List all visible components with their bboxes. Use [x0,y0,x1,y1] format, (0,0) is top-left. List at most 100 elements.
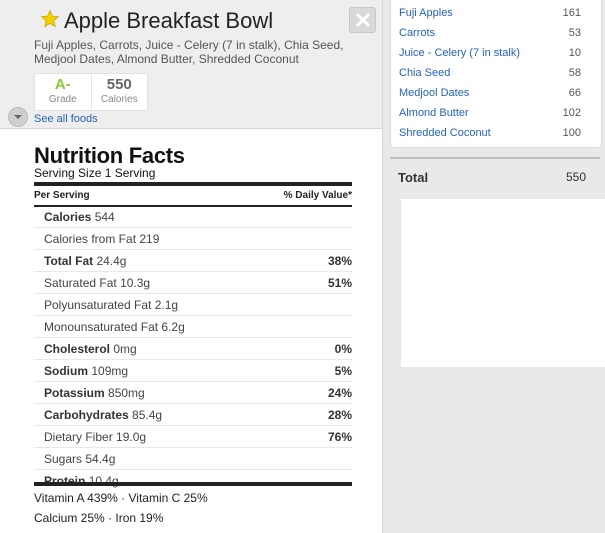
nutrient-amount: 85.4g [132,408,163,422]
ingredient-link[interactable]: Shredded Coconut [399,127,491,139]
nutrient-label: Polyunsaturated Fat 2.1g [44,298,178,312]
serving-size: Serving Size 1 Serving [34,166,156,180]
ingredient-calories: 58 [568,67,581,79]
score-badges: A- Grade 550 Calories [34,73,148,111]
nutrient-amount: 850mg [108,386,145,400]
nutrient-name: Carbohydrates [44,408,129,422]
nutrient-label: Sugars 54.4g [44,452,115,466]
nutrient-name: Total Fat [44,254,94,268]
food-detail-panel: Apple Breakfast Bowl Fuji Apples, Carrot… [0,0,383,533]
nutrient-name: Potassium [44,386,105,400]
divider-thick [34,182,352,186]
star-icon[interactable] [40,9,60,29]
nutrient-row: Total Fat 24.4g 38% [34,251,352,272]
total-label: Total [398,170,429,185]
nutrient-amount: 544 [94,210,115,224]
nutrient-row: Cholesterol 0mg 0% [34,339,352,360]
nutrient-label: Carbohydrates 85.4g [44,408,162,422]
food-header: Apple Breakfast Bowl Fuji Apples, Carrot… [0,0,383,129]
nutrient-name: Calories from Fat [44,232,137,246]
nutrient-label: Monounsaturated Fat 6.2g [44,320,185,334]
nutrient-name: Saturated Fat [44,276,117,290]
daily-value-label: % Daily Value* [283,190,352,201]
ingredient-link[interactable]: Medjool Dates [399,87,470,99]
ingredient-item: Chia Seed 58 [399,67,581,79]
nutrient-row: Sodium 109mg 5% [34,361,352,382]
nutrient-amount: 2.1g [154,298,179,312]
see-all-foods-link[interactable]: See all foods [34,113,98,125]
nutrient-daily-percent: 51% [327,276,352,290]
nutrition-facts-title: Nutrition Facts [34,143,185,168]
nutrient-amount: 19.0g [116,430,147,444]
nutrient-amount: 219 [139,232,160,246]
nutrient-name: Cholesterol [44,342,111,356]
nutrient-label: Dietary Fiber 19.0g [44,430,146,444]
nutrient-row: Carbohydrates 85.4g 28% [34,405,352,426]
total-row: Total 550 [390,157,600,191]
ingredient-item: Carrots 53 [399,27,581,39]
nutrient-row: Saturated Fat 10.3g 51% [34,273,352,294]
ingredients-summary-line-2: Medjool Dates, Almond Butter, Shredded C… [34,52,299,66]
ingredient-calorie-list: Fuji Apples 161 Carrots 53 Juice - Celery (7… [390,0,602,148]
calories-badge: 550 Calories [90,74,148,110]
nutrient-label: Calories 544 [44,210,115,224]
nutrient-amount: 24.4g [96,254,127,268]
column-header: Per Serving % Daily Value* [34,190,352,201]
ingredient-link[interactable]: Fuji Apples [399,7,453,19]
nutrient-label: Sodium 109mg [44,364,128,378]
ingredient-calories: 100 [562,127,581,139]
ingredient-link[interactable]: Chia Seed [399,67,451,79]
close-icon [356,13,369,27]
nutrient-amount: 0mg [113,342,137,356]
nutrient-daily-percent: 28% [327,408,352,422]
ingredients-summary-line-1: Fuji Apples, Carrots, Juice - Celery (7 … [34,38,344,52]
nutrient-name: Sugars [44,452,83,466]
calories-value: 550 [106,76,132,93]
ingredient-calories: 102 [562,107,581,119]
nutrient-row: Dietary Fiber 19.0g 76% [34,427,352,448]
nutrient-daily-percent: 0% [334,342,352,356]
total-value: 550 [566,170,587,184]
ingredient-calories: 66 [568,87,581,99]
nutrient-name: Monounsaturated Fat [44,320,159,334]
grade-value: A- [54,76,71,93]
ingredient-calories: 161 [562,7,581,19]
empty-panel [401,199,605,367]
calories-label: Calories [100,94,138,105]
nutrient-amount: 10.3g [120,276,151,290]
close-button[interactable] [349,7,376,33]
ingredient-item: Juice - Celery (7 in stalk) 10 [399,47,581,59]
chevron-down-icon [14,115,22,119]
nutrient-row: Sugars 54.4g [34,449,352,470]
ingredient-link[interactable]: Almond Butter [399,107,469,119]
ingredient-link[interactable]: Juice - Celery (7 in stalk) [399,47,521,59]
nutrient-name: Sodium [44,364,88,378]
nutrient-label: Calories from Fat 219 [44,232,159,246]
ingredient-item: Shredded Coconut 100 [399,127,581,139]
nutrient-amount: 54.4g [85,452,116,466]
nutrient-name: Dietary Fiber [44,430,113,444]
ingredient-link[interactable]: Carrots [399,27,436,39]
nutrient-row: Protein 10.4g [34,471,352,491]
divider-header [34,205,352,207]
nutrient-row: Calories from Fat 219 [34,229,352,250]
nutrient-label: Cholesterol 0mg [44,342,137,356]
ingredient-calories: 53 [568,27,581,39]
nutrient-rows: Calories 544 Calories from Fat 219 Total F… [34,207,352,492]
ingredient-calories: 10 [568,47,581,59]
vitamins-line-2: Calcium 25% · Iron 19% [34,511,164,525]
vitamins-line-1: Vitamin A 439% · Vitamin C 25% [34,491,208,505]
nutrient-row: Monounsaturated Fat 6.2g [34,317,352,338]
collapse-toggle[interactable] [8,107,28,127]
divider-thick-bottom [34,482,352,486]
food-title: Apple Breakfast Bowl [64,8,274,33]
nutrient-label: Saturated Fat 10.3g [44,276,150,290]
grade-badge: A- Grade [35,74,91,110]
ingredient-item: Fuji Apples 161 [399,7,581,19]
grade-label: Grade [48,94,77,105]
nutrition-facts-label: Nutrition Facts Serving Size 1 Serving P… [0,129,383,533]
nutrient-daily-percent: 38% [327,254,352,268]
nutrient-amount: 6.2g [161,320,185,334]
nutrient-name: Polyunsaturated Fat [44,298,152,312]
per-serving-label: Per Serving [34,190,90,201]
